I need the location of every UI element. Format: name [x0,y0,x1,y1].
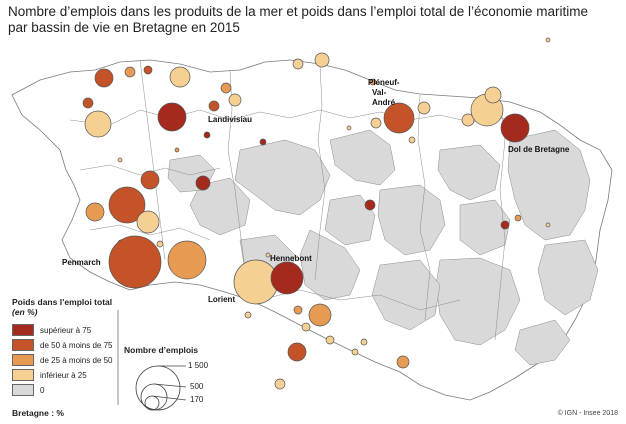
bubble [195,175,211,191]
bubble [325,335,335,345]
legend-item-0: supérieur à 75 [12,324,91,336]
bubble [364,199,376,211]
bubble [174,147,180,153]
bubble [383,102,415,134]
bubble [545,37,551,43]
bubble [82,97,94,109]
bubble [270,261,304,295]
label-lorient: Lorient [208,295,235,304]
legend-subtitle: (en %) [12,307,38,317]
bubble [360,338,368,346]
size-legend-title: Nombre d’emplois [124,345,199,355]
credit: © IGN - Insee 2018 [557,410,618,417]
label-penmarch: Penmarch [62,258,101,267]
place-labels: Landivisiau Pléneuf- Val- André Dol de B… [62,78,570,304]
legend-swatch [12,354,34,366]
bubble [108,235,162,289]
legend-item-4: 0 [12,384,44,396]
label-dol-de-bretagne: Dol de Bretagne [508,145,570,154]
bubble [417,101,431,115]
bubble [259,138,267,146]
bubble [396,355,410,369]
region-label: Bretagne : % [12,408,64,418]
bubble [545,222,551,228]
bubble [117,157,123,163]
bubble [370,117,382,129]
bubble [156,240,164,248]
bubble [314,52,330,68]
bubble [169,66,191,88]
legend-swatch [12,369,34,381]
size-value-1500: 1 500 [188,361,209,370]
bubble [308,303,332,327]
bubble [136,210,160,234]
bubble [301,322,311,332]
bubble [157,102,187,132]
bubble [108,186,146,224]
bubble [85,202,105,222]
bubble [500,113,530,143]
legend-item-1: de 50 à moins de 75 [12,339,113,351]
size-value-170: 170 [190,395,204,404]
bubble [369,78,377,86]
label-pleneuf-2: Val- [372,88,387,97]
legend-title: Poids dans l’emploi total (en %) [12,297,113,317]
bubble [84,110,112,138]
size-value-500: 500 [190,382,204,391]
bubble [292,58,304,70]
bubble [274,378,286,390]
bubble [500,220,510,230]
bubble [408,136,416,144]
bubble [484,86,502,104]
bubble [140,170,160,190]
legend-swatch [12,339,34,351]
bubble [124,66,136,78]
bubble [208,100,220,112]
label-pleneuf-1: Pléneuf- [368,78,400,87]
bubble [514,214,522,222]
bubble [167,240,207,280]
label-pleneuf-3: André [372,98,396,107]
bubble [346,125,352,131]
legend-swatch [12,384,34,396]
bubble [287,342,307,362]
legend-item-3: inférieur à 25 [12,369,87,381]
bubble [203,131,211,139]
map-title: Nombre d’emplois dans les produits de la… [8,4,608,36]
bubble [351,348,359,356]
bubble [244,311,252,319]
bubble [143,65,153,75]
bubble [220,82,232,94]
title-line-2: par bassin de vie en Bretagne en 2015 [8,20,240,35]
bubble [228,93,242,107]
bubble [461,113,475,127]
legend-swatch [12,324,34,336]
size-circle-170 [144,395,160,411]
bubbles [82,37,551,390]
bubble [265,252,271,258]
label-landivisiau: Landivisiau [208,115,252,124]
legend-item-2: de 25 à moins de 50 [12,354,113,366]
title-line-1: Nombre d’emplois dans les produits de la… [8,4,589,19]
bubble [94,68,114,88]
label-hennebont: Hennebont [270,254,312,263]
bubble [293,305,303,315]
size-legend-circles [135,365,187,411]
